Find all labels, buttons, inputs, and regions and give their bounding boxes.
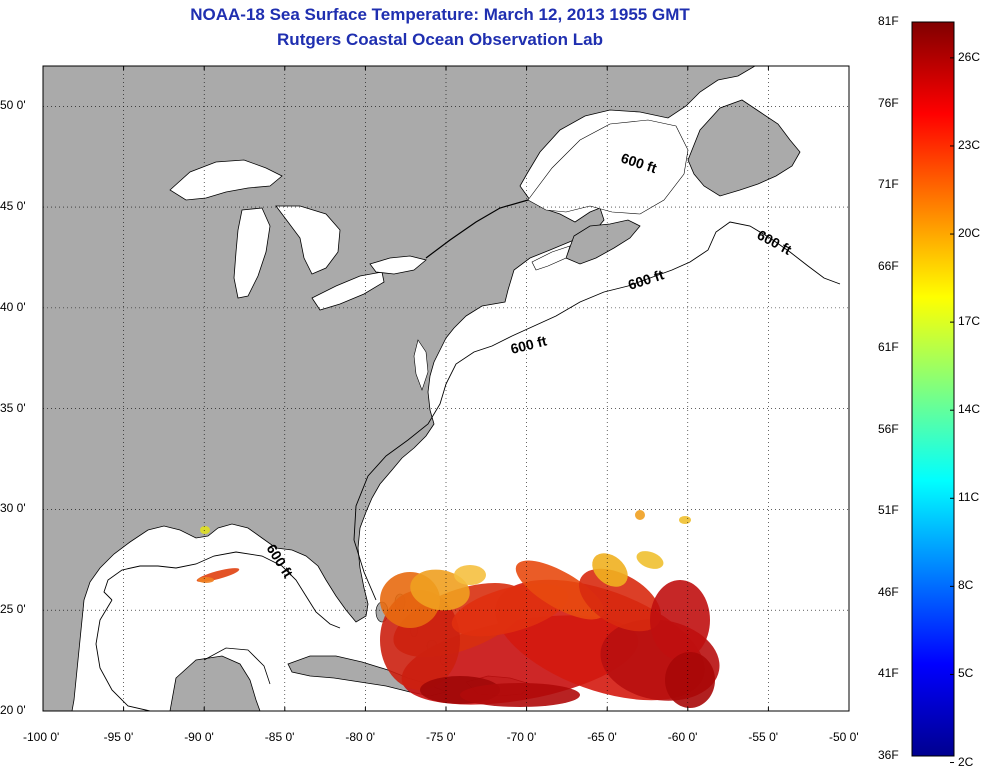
fahrenheit-label: 46F xyxy=(878,584,899,599)
bay-of-fundy xyxy=(531,245,571,271)
sst-patch xyxy=(515,560,605,620)
sst-patch xyxy=(198,577,214,583)
celsius-label: 20C xyxy=(958,226,981,241)
sst-patch xyxy=(679,516,691,524)
lon-tick: -50 0' xyxy=(829,730,859,744)
gulf-deep-contour xyxy=(203,647,271,685)
fahrenheit-label: 71F xyxy=(878,177,899,192)
celsius-label: 23C xyxy=(958,137,981,152)
celsius-label: 26C xyxy=(958,49,981,64)
lon-tick: -100 0' xyxy=(23,730,60,744)
colorbar-ticks xyxy=(950,57,954,764)
fahrenheit-label: 76F xyxy=(878,95,899,110)
lake-ontario xyxy=(369,255,427,275)
celsius-label: 17C xyxy=(958,314,981,329)
colorbar xyxy=(911,21,955,757)
sst-patch xyxy=(636,551,664,569)
sst-patch xyxy=(665,652,715,708)
lat-tick: 40 0' xyxy=(0,299,26,314)
chesapeake-bay xyxy=(413,339,429,391)
sst-patch xyxy=(200,526,210,534)
fahrenheit-label: 61F xyxy=(878,340,899,355)
lon-tick: -70 0' xyxy=(506,730,537,744)
celsius-label: 11C xyxy=(958,490,980,505)
sst-patch xyxy=(579,568,661,632)
lon-tick: -75 0' xyxy=(426,730,456,744)
lat-tick: 35 0' xyxy=(0,400,26,415)
lon-tick: -65 0' xyxy=(587,730,617,744)
celsius-label: 5C xyxy=(958,666,974,681)
gulf-of-st-lawrence xyxy=(527,119,689,215)
fahrenheit-label: 36F xyxy=(878,748,899,762)
lon-tick: -90 0' xyxy=(184,730,214,744)
lat-tick: 45 0' xyxy=(0,199,26,214)
lon-tick: -80 0' xyxy=(345,730,376,744)
st-lawrence-river xyxy=(425,199,529,259)
lon-tick: -95 0' xyxy=(103,730,134,744)
celsius-label: 8C xyxy=(958,578,974,593)
celsius-label: 2C xyxy=(958,754,974,769)
sst-patch xyxy=(460,683,580,707)
map-subtitle: Rutgers Coastal Ocean Observation Lab xyxy=(277,30,603,49)
fahrenheit-label: 51F xyxy=(878,503,899,518)
fahrenheit-label: 41F xyxy=(878,666,899,681)
celsius-label: 14C xyxy=(958,402,981,417)
lon-tick: -55 0' xyxy=(748,730,779,744)
isobath-600ft-gulf xyxy=(95,599,151,711)
isobath-600ft-atlantic xyxy=(353,221,841,601)
map-title: NOAA-18 Sea Surface Temperature: March 1… xyxy=(190,5,690,24)
newfoundland-land xyxy=(687,99,801,197)
lat-tick: 25 0' xyxy=(0,602,26,617)
sst-patch xyxy=(454,565,486,585)
north-america-land xyxy=(43,66,756,711)
lon-tick: -60 0' xyxy=(667,730,698,744)
nova-scotia-land xyxy=(565,219,641,265)
lat-tick: 30 0' xyxy=(0,501,26,516)
lake-huron xyxy=(275,205,341,275)
sst-overlay xyxy=(196,510,720,708)
sst-patch xyxy=(410,569,470,611)
lat-tick: 50 0' xyxy=(0,98,26,113)
fahrenheit-label: 56F xyxy=(878,421,899,436)
lake-superior xyxy=(169,159,283,201)
lake-erie xyxy=(311,271,385,311)
lake-michigan xyxy=(233,207,271,299)
sst-patch xyxy=(650,580,710,660)
sst-patch xyxy=(635,510,645,520)
isobath-600ft xyxy=(103,551,341,629)
fahrenheit-label: 66F xyxy=(878,258,899,273)
sst-patch xyxy=(592,553,628,587)
lon-tick: -85 0' xyxy=(264,730,295,744)
yucatan-land xyxy=(169,655,261,711)
lat-tick: 20 0' xyxy=(0,703,26,717)
fahrenheit-label: 81F xyxy=(878,14,899,28)
